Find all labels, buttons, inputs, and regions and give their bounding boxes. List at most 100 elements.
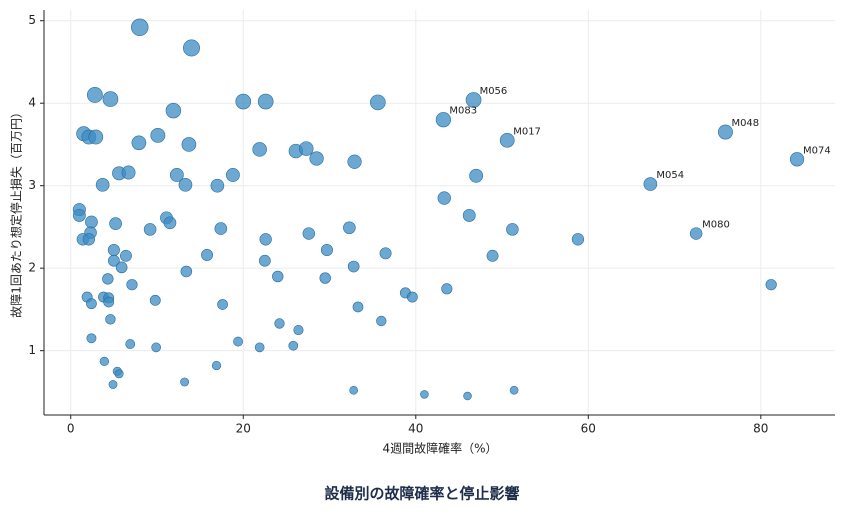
y-tick-label: 1	[28, 343, 36, 357]
point	[109, 217, 122, 230]
point	[102, 91, 119, 107]
point	[131, 135, 147, 151]
point	[95, 178, 110, 192]
point	[258, 254, 271, 267]
chart-title: 設備別の故障確率と停止影響	[324, 485, 519, 503]
point	[486, 249, 499, 262]
point	[309, 151, 324, 166]
point	[254, 342, 265, 353]
y-tick-label: 4	[28, 96, 36, 110]
point	[379, 247, 392, 260]
point	[376, 315, 387, 327]
point	[82, 233, 96, 246]
point-label: M017	[513, 126, 541, 137]
point	[274, 318, 285, 329]
x-tick-label: 20	[236, 422, 251, 436]
x-tick-label: 80	[753, 422, 768, 436]
point	[463, 391, 472, 401]
point	[320, 244, 333, 257]
point	[214, 222, 228, 235]
point	[469, 168, 484, 183]
point	[347, 154, 362, 169]
point	[121, 165, 136, 180]
point	[72, 208, 86, 222]
point-label: M074	[803, 145, 831, 156]
point	[107, 244, 120, 257]
point	[298, 141, 314, 156]
point	[114, 369, 124, 379]
point	[352, 301, 364, 313]
point	[509, 385, 519, 395]
point	[571, 233, 585, 246]
point	[272, 270, 284, 283]
point	[107, 254, 120, 267]
point	[319, 272, 331, 284]
point-label: M048	[731, 118, 759, 129]
point	[108, 380, 118, 389]
point	[689, 227, 703, 240]
point	[165, 102, 182, 119]
point-label: M083	[449, 106, 477, 117]
point-label: M080	[702, 220, 730, 231]
point	[183, 39, 200, 57]
point	[288, 340, 299, 351]
point	[506, 223, 519, 236]
point	[643, 177, 658, 191]
point	[210, 178, 225, 193]
point	[233, 336, 243, 347]
point	[181, 137, 197, 152]
point	[257, 93, 274, 110]
point	[435, 112, 451, 128]
x-axis-label: 4週間故障確率（%）	[382, 441, 497, 456]
point	[211, 360, 222, 371]
point	[343, 221, 356, 235]
point	[178, 178, 193, 192]
point	[765, 279, 777, 291]
point	[103, 296, 115, 308]
point	[259, 233, 272, 246]
point	[180, 377, 190, 387]
point	[217, 299, 228, 310]
point	[169, 168, 184, 182]
point	[406, 291, 418, 303]
point	[441, 283, 453, 295]
x-tick-label: 0	[67, 422, 75, 436]
point	[235, 93, 252, 110]
point	[88, 129, 104, 145]
point	[115, 261, 128, 274]
point	[119, 249, 132, 262]
point	[150, 127, 166, 143]
point	[99, 356, 110, 367]
point	[347, 260, 360, 273]
point	[349, 385, 358, 395]
point	[252, 142, 267, 157]
point	[86, 298, 97, 310]
y-tick-label: 2	[28, 261, 36, 275]
point	[131, 18, 149, 37]
point	[789, 152, 805, 167]
point	[718, 124, 733, 140]
point	[151, 342, 161, 353]
y-tick-label: 3	[28, 178, 36, 192]
point	[420, 390, 429, 399]
point	[86, 333, 97, 344]
point	[163, 216, 177, 230]
point	[370, 94, 386, 111]
point	[105, 314, 116, 325]
x-tick-label: 40	[408, 422, 423, 436]
point	[499, 132, 515, 148]
point	[225, 168, 240, 182]
point	[180, 265, 193, 278]
point	[125, 339, 136, 349]
point	[462, 208, 476, 222]
point	[143, 223, 157, 236]
point	[149, 294, 161, 306]
point	[201, 249, 213, 261]
y-tick-label: 5	[28, 13, 36, 27]
point	[85, 215, 98, 229]
point	[102, 273, 114, 285]
point	[465, 92, 482, 108]
x-tick-label: 60	[581, 422, 596, 436]
point-label: M054	[656, 170, 684, 181]
